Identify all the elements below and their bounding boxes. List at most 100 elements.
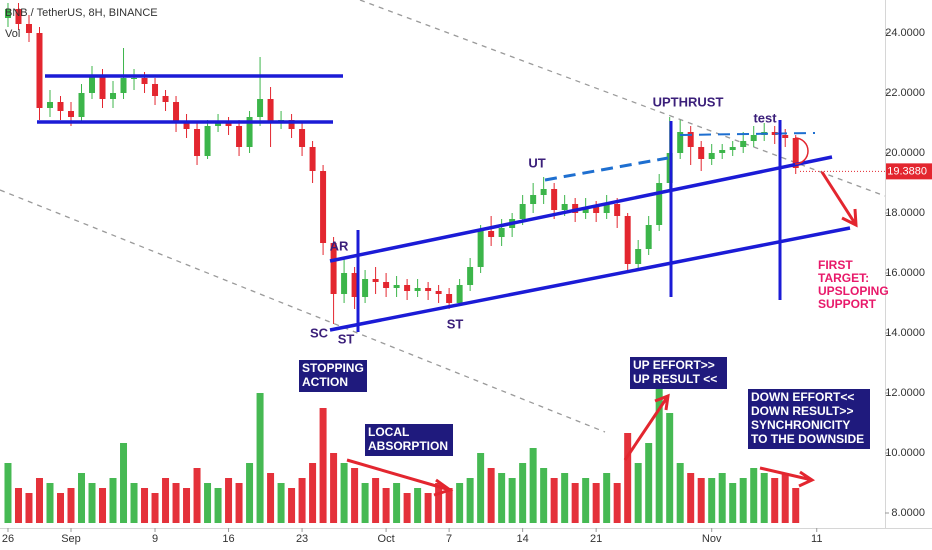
- volume-bar: [729, 483, 737, 523]
- volume-bar: [4, 463, 12, 523]
- volume-bar: [645, 443, 653, 523]
- x-tick-label: 26: [2, 533, 14, 545]
- arrow: [623, 393, 670, 461]
- volume-bar: [99, 488, 107, 523]
- candle-body: [792, 138, 799, 168]
- text-layer: BNB / TetherUS, 8H, BINANCE Vol 8.0000 10…: [2, 7, 932, 545]
- volume-bar: [760, 473, 768, 523]
- candle-body: [246, 117, 253, 147]
- candle-body: [488, 231, 495, 237]
- volume-bar: [78, 473, 86, 523]
- candle-body: [36, 33, 43, 108]
- target-note: SUPPORT: [818, 297, 877, 311]
- note-text: UP EFFORT>>: [633, 358, 715, 372]
- ut-line: [544, 156, 669, 182]
- candle-body: [614, 204, 621, 216]
- test-line: [679, 132, 816, 136]
- candle-body: [162, 96, 169, 102]
- arrow: [346, 458, 454, 497]
- candle-body: [456, 285, 463, 303]
- candle-body: [372, 279, 379, 282]
- candle-body: [540, 189, 547, 195]
- y-tick-label: 18.0000: [885, 207, 925, 219]
- candle-body: [708, 153, 715, 159]
- volume-bar: [56, 493, 64, 523]
- candle-body: [530, 195, 537, 204]
- x-tick-label: Nov: [702, 533, 722, 545]
- x-tick-label: 9: [152, 533, 158, 545]
- candle-body: [25, 24, 32, 33]
- volume-bar: [120, 443, 128, 523]
- volume-bar: [214, 488, 222, 523]
- candle-body: [152, 84, 159, 96]
- volume-bar: [277, 483, 285, 523]
- target-note: TARGET:: [818, 271, 869, 285]
- candle-body: [393, 285, 400, 288]
- candle-body: [215, 123, 222, 126]
- annotation: SC: [310, 325, 329, 340]
- volume-bar: [361, 483, 369, 523]
- candle-body: [225, 123, 232, 126]
- note-text: DOWN EFFORT<<: [751, 390, 854, 404]
- x-tick-label: 7: [446, 533, 452, 545]
- candle-body: [330, 243, 337, 294]
- volume-bar: [403, 493, 411, 523]
- volume-bar: [46, 483, 54, 523]
- candle-body: [257, 99, 264, 117]
- volume-bar: [414, 488, 422, 523]
- volume-bar: [445, 488, 453, 523]
- candle-body: [740, 141, 747, 147]
- volume-bar: [655, 388, 663, 523]
- annotation: UT: [528, 155, 545, 170]
- volume-bar: [571, 483, 579, 523]
- candle-body: [656, 183, 663, 225]
- volume-bar: [561, 473, 569, 523]
- target-note: UPSLOPING: [818, 284, 889, 298]
- candle-body: [404, 285, 411, 291]
- gray-trendline: [0, 189, 606, 433]
- volume-bar: [687, 473, 695, 523]
- volume-bar: [582, 478, 590, 523]
- guide-lines: [0, 0, 886, 433]
- candle-body: [582, 207, 589, 213]
- candle-body: [719, 150, 726, 153]
- channel-lower: [329, 226, 851, 332]
- volume-bar: [592, 483, 600, 523]
- note-box: [299, 360, 367, 392]
- candle-body: [320, 171, 327, 243]
- note-text: SYNCHRONICITY: [751, 418, 850, 432]
- volume-bar: [540, 468, 548, 523]
- candle-body: [351, 273, 358, 297]
- candle-body: [425, 288, 432, 291]
- candle-body: [435, 291, 442, 294]
- volume-layer: [4, 388, 800, 523]
- volume-bar: [666, 413, 674, 523]
- volume-bar: [235, 483, 243, 523]
- y-tick-label: 16.0000: [885, 267, 925, 279]
- y-tick-label: 22.0000: [885, 87, 925, 99]
- candle-body: [698, 147, 705, 159]
- y-tick-label: 24.0000: [885, 27, 925, 39]
- volume-bar: [624, 433, 632, 523]
- volume-bar: [267, 473, 275, 523]
- candle-body: [267, 99, 274, 123]
- candle-body: [362, 279, 369, 297]
- arrow: [759, 466, 816, 488]
- x-tick-label: 21: [590, 533, 602, 545]
- note-box: [630, 357, 727, 389]
- candle-body: [183, 123, 190, 129]
- volume-bar: [676, 463, 684, 523]
- note-text: ABSORPTION: [368, 439, 448, 453]
- candle-body: [309, 147, 316, 171]
- volume-bar: [130, 483, 138, 523]
- candle-body: [498, 228, 505, 237]
- x-tick-label: Oct: [378, 533, 395, 545]
- candle-layer: [4, 3, 799, 324]
- gray-trendline: [359, 0, 886, 197]
- candle-body: [782, 135, 789, 138]
- x-tick-label: Sep: [61, 533, 81, 545]
- volume-bar: [382, 488, 390, 523]
- volume-bar: [435, 483, 443, 523]
- volume-bar: [25, 493, 33, 523]
